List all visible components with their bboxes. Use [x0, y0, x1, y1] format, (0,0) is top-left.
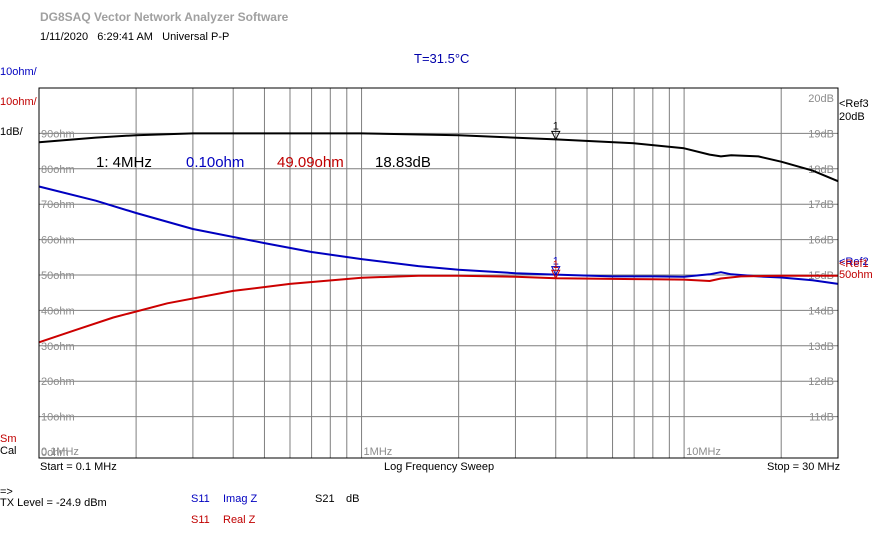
left-tick-label: 90ohm	[41, 128, 75, 140]
marker-freq: 1: 4MHz	[96, 154, 152, 171]
sweep-type[interactable]: Log Frequency Sweep	[384, 461, 495, 473]
marker-real: 49.09ohm	[277, 154, 344, 171]
marker-imag: 0.10ohm	[186, 154, 245, 171]
right-tick-label: 17dB	[808, 199, 834, 211]
left-tick-label: 80ohm	[41, 164, 75, 176]
ref-ohm-value: 50ohm	[839, 269, 873, 281]
traces	[38, 132, 839, 344]
sweep-date: 1/11/2020	[40, 31, 89, 43]
marker-triangle	[550, 269, 561, 280]
trace-s11-real-format[interactable]: Real Z	[223, 514, 256, 526]
app-title: DG8SAQ Vector Network Analyzer Software	[40, 10, 289, 24]
imag-scale-label[interactable]: 10ohm/	[0, 66, 37, 78]
meta-line: 1/11/2020 6:29:41 AM Universal P-P	[40, 31, 229, 43]
marker-db: 18.83dB	[375, 154, 431, 171]
left-tick-label: 30ohm	[41, 341, 75, 353]
left-tick-label: 60ohm	[41, 235, 75, 247]
marker-number: 1	[553, 259, 559, 271]
tick-labels: 90ohm 80ohm 70ohm 60ohm 50ohm 40ohm 30ohm 20ohm…	[41, 93, 834, 459]
ref3-label[interactable]: <Ref3	[839, 98, 869, 110]
left-tick-label: 10ohm	[41, 412, 75, 424]
arrow-indicator: =>	[0, 486, 13, 498]
real-scale-label[interactable]: 10ohm/	[0, 96, 37, 108]
plot-frame	[38, 87, 839, 459]
left-tick-label: 40ohm	[41, 305, 75, 317]
tx-level[interactable]: TX Level = -24.9 dBm	[0, 497, 107, 509]
sm-label[interactable]: Sm	[0, 433, 17, 445]
ref2-label[interactable]: <Ref2	[839, 256, 869, 268]
trace-s11-real-param[interactable]: S11	[191, 514, 210, 526]
sweep-time: 6:29:41 AM	[97, 31, 153, 43]
right-tick-label: 19dB	[808, 128, 834, 140]
marker-triangle	[550, 130, 561, 141]
cal-label[interactable]: Cal	[0, 445, 17, 457]
right-tick-label: 11dB	[809, 412, 834, 424]
s21-db-trace	[38, 132, 839, 183]
ref3-value: 20dB	[839, 111, 865, 123]
x-tick-label: 0.1MHz	[41, 446, 79, 458]
temperature-readout: T=31.5°C	[414, 51, 470, 66]
start-freq[interactable]: Start = 0.1 MHz	[40, 461, 117, 473]
marker-layer: 111	[550, 120, 561, 280]
right-tick-label: 12dB	[808, 376, 834, 388]
left-tick-label: 50ohm	[41, 270, 75, 282]
marker-number: 1	[553, 256, 559, 268]
left-tick-label: 70ohm	[41, 199, 75, 211]
x-tick-label: 1MHz	[364, 446, 393, 458]
trace-s21-param[interactable]: S21	[315, 493, 335, 505]
left-tick-label: 20ohm	[41, 376, 75, 388]
marker-number: 1	[553, 120, 559, 132]
stop-freq[interactable]: Stop = 30 MHz	[767, 461, 841, 473]
ref1-label[interactable]: <Ref1	[839, 258, 869, 270]
left-tick-label: 0ohm	[41, 447, 69, 459]
x-tick-label: 10MHz	[686, 446, 721, 458]
trace-s21-format[interactable]: dB	[346, 493, 360, 505]
right-tick-label: 18dB	[808, 164, 834, 176]
trace-s11-imag-param[interactable]: S11	[191, 493, 210, 505]
s11-real-trace	[38, 274, 838, 344]
right-tick-label: 13dB	[808, 341, 834, 353]
db-scale-label[interactable]: 1dB/	[0, 126, 23, 138]
measurement-mode: Universal P-P	[162, 31, 230, 43]
right-tick-label: 14dB	[808, 305, 834, 317]
trace-s11-imag-format[interactable]: Imag Z	[223, 493, 258, 505]
s11-imag-trace	[38, 185, 839, 285]
right-tick-label: 20dB	[808, 93, 834, 105]
right-tick-label: 16dB	[808, 235, 834, 247]
